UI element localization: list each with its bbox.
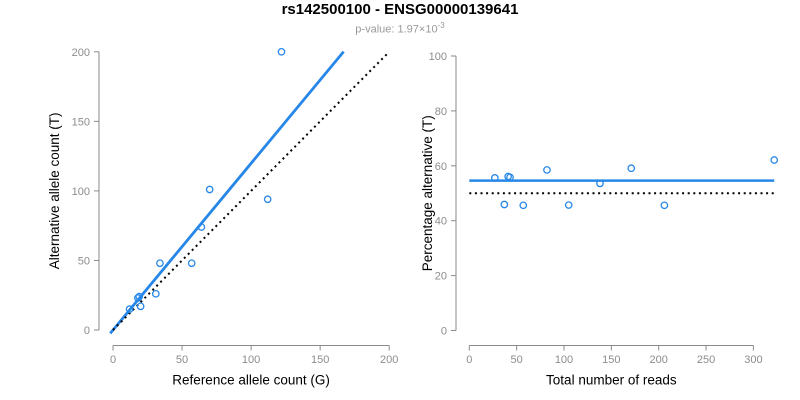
x-axis-tick-label: 150 bbox=[311, 354, 329, 366]
data-point bbox=[627, 164, 636, 173]
data-point bbox=[187, 259, 196, 268]
data-point bbox=[263, 195, 272, 204]
regression-line bbox=[109, 50, 345, 335]
y-axis-tick-label: 50 bbox=[78, 255, 90, 267]
x-axis-tick-label: 200 bbox=[380, 354, 398, 366]
data-point bbox=[205, 185, 214, 194]
p-value-exponent: -3 bbox=[437, 21, 445, 30]
x-axis-title: Total number of reads bbox=[546, 373, 677, 388]
data-point bbox=[500, 200, 509, 209]
y-axis-tick-label: 20 bbox=[435, 271, 447, 283]
y-axis-tick-label: 100 bbox=[429, 51, 447, 63]
data-point bbox=[564, 201, 573, 209]
x-axis-tick-label: 200 bbox=[650, 354, 668, 366]
y-axis-tick-label: 150 bbox=[72, 116, 90, 128]
y-axis-tick-label: 40 bbox=[435, 216, 447, 228]
panel-left: 0 50 100 150 200 0 50 100 150 200 Reference allele… bbox=[47, 47, 398, 388]
identity-line bbox=[112, 51, 390, 331]
data-point bbox=[125, 305, 134, 313]
y-axis-tick-label: 100 bbox=[72, 186, 90, 198]
x-axis-tick-label: 300 bbox=[744, 354, 762, 366]
figure-title: rs142500100 - ENSG00000139641 bbox=[281, 1, 519, 18]
data-point bbox=[543, 166, 551, 174]
x-axis-tick-label: 150 bbox=[602, 354, 620, 366]
x-axis-tick-label: 100 bbox=[242, 354, 260, 366]
x-axis-tick-label: 250 bbox=[697, 354, 715, 366]
data-point bbox=[596, 179, 604, 188]
data-point bbox=[660, 201, 669, 210]
data-point bbox=[197, 223, 206, 231]
x-axis-title: Reference allele count (G) bbox=[172, 373, 330, 388]
data-point bbox=[770, 156, 779, 164]
y-axis-title: Alternative allele count (T) bbox=[47, 112, 62, 269]
data-point bbox=[135, 292, 144, 301]
data-point bbox=[506, 173, 514, 182]
y-axis-title: Percentage alternative (T) bbox=[420, 115, 435, 271]
data-point bbox=[151, 289, 160, 298]
y-axis-tick-label: 60 bbox=[435, 161, 447, 173]
y-axis-tick-label: 0 bbox=[441, 326, 447, 338]
data-point bbox=[136, 302, 145, 311]
y-axis-tick-label: 80 bbox=[435, 106, 447, 118]
x-axis-tick-label: 0 bbox=[110, 354, 116, 366]
data-point bbox=[134, 294, 142, 302]
figure-subtitle: p-value: 1.97×10-3 bbox=[0, 21, 800, 36]
data-point bbox=[519, 201, 528, 210]
data-point bbox=[277, 47, 286, 56]
x-axis-tick-label: 0 bbox=[466, 354, 472, 366]
p-value-text: p-value: 1.97×10 bbox=[355, 23, 438, 36]
x-axis-tick-label: 50 bbox=[176, 354, 188, 366]
data-point bbox=[156, 259, 164, 268]
x-axis-tick-label: 100 bbox=[555, 354, 573, 366]
x-axis-tick-label: 50 bbox=[511, 354, 523, 366]
panel-right: 0 50 100 150 200 250 300 0 20 40 60 80 100 Total numb… bbox=[420, 51, 779, 388]
data-point bbox=[491, 174, 499, 182]
y-axis-tick-label: 200 bbox=[72, 47, 90, 59]
y-axis-tick-label: 0 bbox=[84, 325, 90, 337]
